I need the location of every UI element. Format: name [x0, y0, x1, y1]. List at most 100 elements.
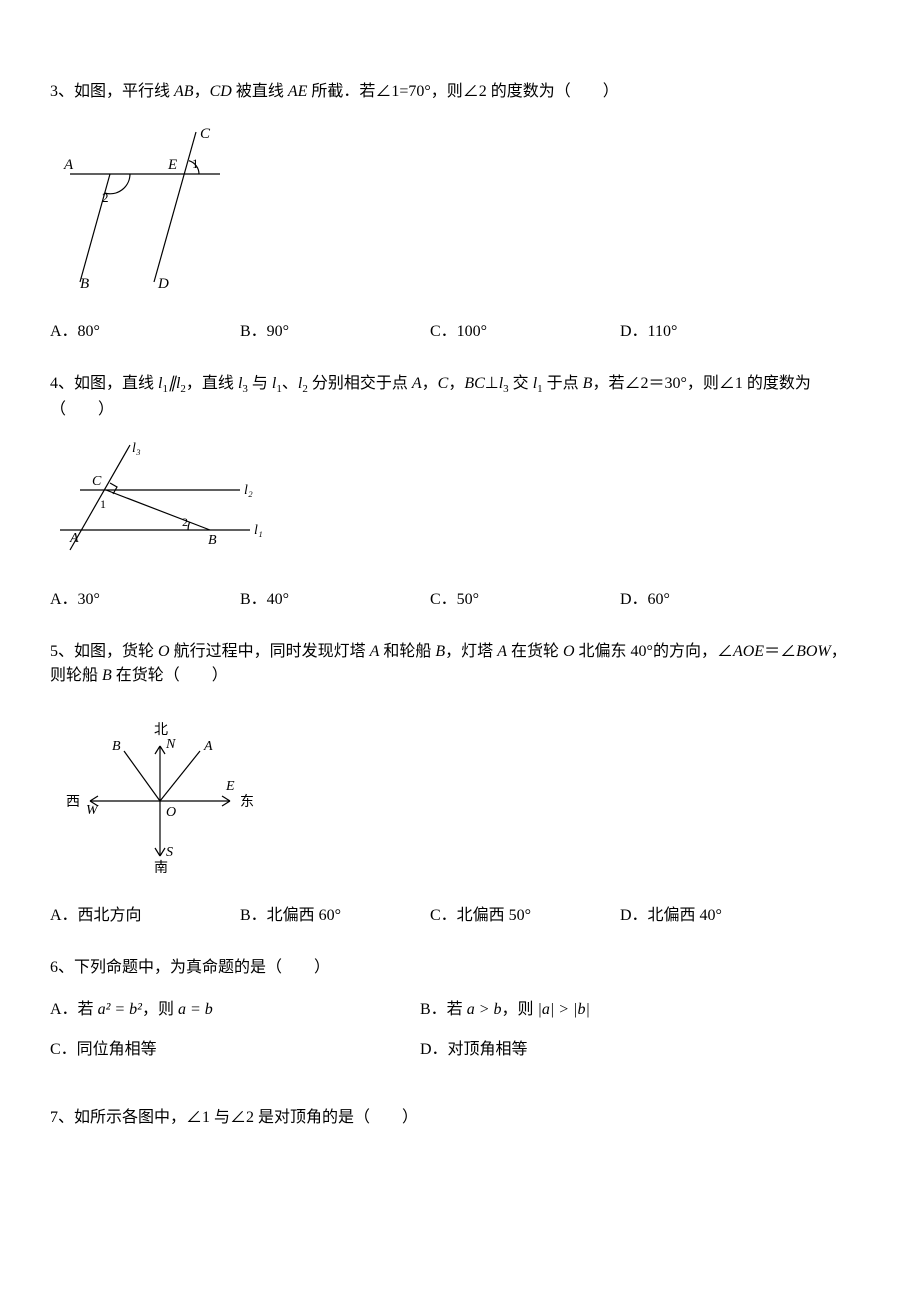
var: B	[583, 375, 593, 392]
q3-opt-a: A．80°	[50, 320, 240, 344]
text: ⊥	[485, 375, 499, 392]
svg-text:2: 2	[182, 515, 188, 529]
question-3: 3、如图，平行线 AB，CD 被直线 AE 所截．若∠1=70°，则∠2 的度数…	[50, 80, 860, 344]
q5-options: A．西北方向 B．北偏西 60° C．北偏西 50° D．北偏西 40°	[50, 904, 860, 928]
var: BOW	[796, 643, 831, 660]
svg-text:C: C	[200, 126, 211, 142]
text: ＝∠	[764, 643, 796, 660]
svg-text:A: A	[63, 157, 74, 173]
math: a > b	[467, 1001, 502, 1018]
text: 和轮船	[379, 643, 435, 660]
math: |a| > |b|	[538, 1001, 590, 1018]
var: O	[158, 643, 170, 660]
q4-opt-b: B．40°	[240, 588, 430, 612]
var-ab: AB	[174, 83, 194, 100]
q6-opt-d: D．对顶角相等	[420, 1038, 790, 1062]
text: ，灯塔	[445, 643, 497, 660]
text: 所截．若∠1=70°，则∠2 的度数为（ ）	[307, 83, 618, 100]
q4-figure: A B C 1 2 l₁ l₂ l₃	[50, 440, 860, 568]
svg-text:N: N	[165, 737, 176, 752]
text: A．若	[50, 1001, 98, 1018]
text: 航行过程中，同时发现灯塔	[170, 643, 370, 660]
q6-options: A．若 a² = b²，则 a = b B．若 a > b，则 |a| > |b…	[50, 998, 860, 1078]
text: 北偏东 40°的方向，∠	[575, 643, 733, 660]
text: 4、如图，直线	[50, 375, 158, 392]
svg-text:l₂: l₂	[244, 483, 253, 498]
text: ，	[422, 375, 438, 392]
text: 在货轮	[507, 643, 563, 660]
q3-options: A．80° B．90° C．100° D．110°	[50, 320, 860, 344]
var: B	[102, 667, 112, 684]
svg-text:南: 南	[154, 860, 168, 876]
var: A	[370, 643, 380, 660]
text: 分别相交于点	[308, 375, 412, 392]
question-4: 4、如图，直线 l1∥l2，直线 l3 与 l1、l2 分别相交于点 A，C，B…	[50, 372, 860, 612]
var: AOE	[733, 643, 764, 660]
svg-text:W: W	[86, 803, 99, 818]
svg-text:S: S	[166, 845, 173, 860]
text: ，直线	[186, 375, 238, 392]
svg-text:北: 北	[154, 722, 168, 738]
text: 于点	[543, 375, 583, 392]
q6-opt-b: B．若 a > b，则 |a| > |b|	[420, 998, 790, 1022]
var-ae: AE	[288, 83, 308, 100]
var: BC	[464, 375, 484, 392]
q3-svg: AECBD12	[50, 122, 230, 292]
q3-opt-c: C．100°	[430, 320, 620, 344]
text: 3、如图，平行线	[50, 83, 174, 100]
q3-figure: AECBD12	[50, 122, 860, 300]
question-6: 6、下列命题中，为真命题的是（ ） A．若 a² = b²，则 a = b B．…	[50, 956, 860, 1078]
svg-text:A: A	[69, 531, 79, 546]
text: 被直线	[232, 83, 288, 100]
par: ∥	[168, 375, 176, 392]
svg-text:B: B	[208, 533, 217, 548]
svg-text:O: O	[166, 805, 176, 820]
q5-opt-c: C．北偏西 50°	[430, 904, 620, 928]
text: B．若	[420, 1001, 467, 1018]
var: O	[563, 643, 575, 660]
text: 5、如图，货轮	[50, 643, 158, 660]
svg-text:东: 东	[240, 794, 254, 810]
svg-text:1: 1	[100, 497, 106, 511]
q4-stem: 4、如图，直线 l1∥l2，直线 l3 与 l1、l2 分别相交于点 A，C，B…	[50, 372, 860, 422]
svg-text:B: B	[112, 739, 121, 754]
q4-opt-a: A．30°	[50, 588, 240, 612]
svg-text:西: 西	[66, 795, 80, 810]
q3-opt-d: D．110°	[620, 320, 810, 344]
var: B	[435, 643, 445, 660]
text: 在货轮（ ）	[112, 667, 228, 684]
math: a = b	[178, 1001, 213, 1018]
text: ，	[448, 375, 464, 392]
svg-text:l₁: l₁	[254, 523, 263, 538]
q4-opt-d: D．60°	[620, 588, 810, 612]
q4-svg: A B C 1 2 l₁ l₂ l₃	[50, 440, 270, 560]
q5-svg: N北 S南 E东 W西 O A B	[50, 706, 260, 876]
svg-text:2: 2	[102, 190, 109, 205]
q6-opt-a: A．若 a² = b²，则 a = b	[50, 998, 420, 1022]
svg-text:l₃: l₃	[132, 441, 141, 456]
text: ，则	[501, 1001, 537, 1018]
text: ，则	[142, 1001, 178, 1018]
svg-text:E: E	[225, 779, 235, 794]
svg-text:D: D	[157, 276, 169, 292]
svg-text:E: E	[167, 157, 177, 173]
q7-stem: 7、如所示各图中，∠1 与∠2 是对顶角的是（ ）	[50, 1106, 860, 1130]
var: A	[412, 375, 422, 392]
question-5: 5、如图，货轮 O 航行过程中，同时发现灯塔 A 和轮船 B，灯塔 A 在货轮 …	[50, 640, 860, 928]
q5-opt-b: B．北偏西 60°	[240, 904, 430, 928]
q4-options: A．30° B．40° C．50° D．60°	[50, 588, 860, 612]
q5-stem: 5、如图，货轮 O 航行过程中，同时发现灯塔 A 和轮船 B，灯塔 A 在货轮 …	[50, 640, 860, 688]
svg-text:C: C	[92, 474, 102, 489]
text: ，	[194, 83, 210, 100]
q4-opt-c: C．50°	[430, 588, 620, 612]
text: 与	[248, 375, 272, 392]
var: C	[438, 375, 449, 392]
svg-text:A: A	[203, 739, 213, 754]
text: 、	[282, 375, 298, 392]
text: 交	[509, 375, 533, 392]
svg-text:1: 1	[192, 156, 199, 171]
q5-opt-a: A．西北方向	[50, 904, 240, 928]
q3-stem: 3、如图，平行线 AB，CD 被直线 AE 所截．若∠1=70°，则∠2 的度数…	[50, 80, 860, 104]
q6-opt-c: C．同位角相等	[50, 1038, 420, 1062]
q3-opt-b: B．90°	[240, 320, 430, 344]
